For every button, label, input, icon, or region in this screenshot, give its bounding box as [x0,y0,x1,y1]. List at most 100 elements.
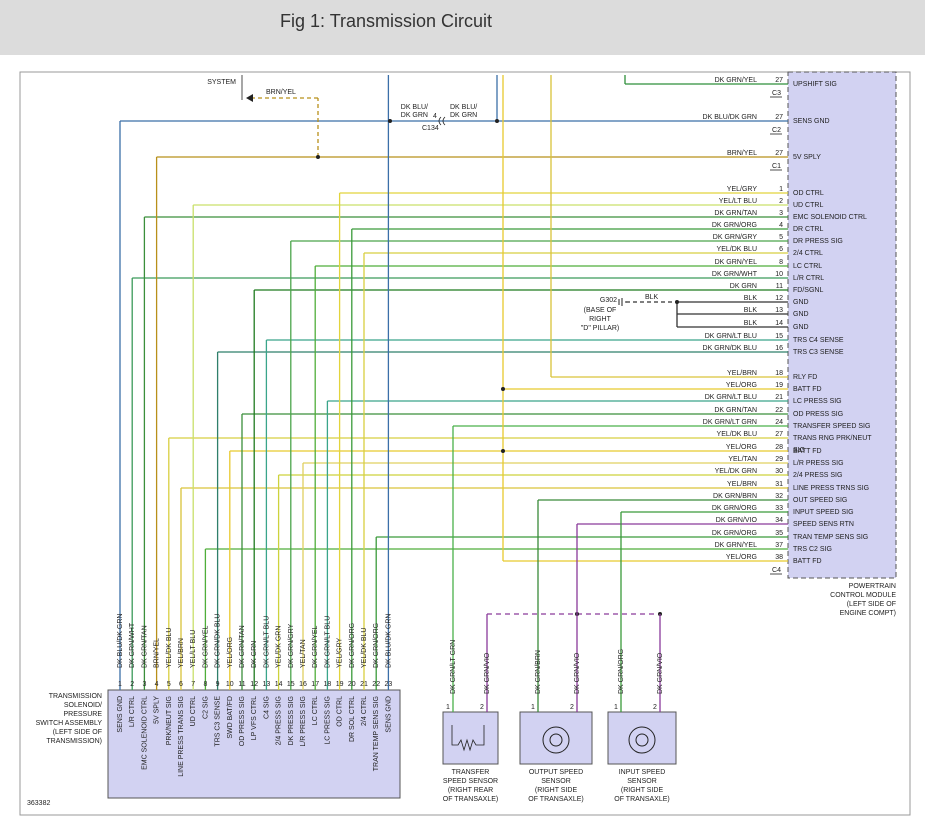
pcm-pin-number: 6 [779,246,783,253]
connector-pin-name: 2/4 PRESS SIG [276,696,283,745]
pcm-box [787,71,897,579]
pcm-label: ENGINE COMPT) [840,610,896,617]
sensor-wire-label: DK GRN/LT GRN [450,640,457,694]
pcm-wire-label: DK GRN [730,283,757,290]
connector-pin-name: L/R CTRL [129,696,136,727]
pcm-pin-number: 2 [779,198,783,205]
sensor-label: (RIGHT SIDE [535,787,578,794]
connector-pin-name: LC CTRL [312,696,319,725]
pcm-pin-number: 12 [775,295,783,302]
connector-pin-name: 2/4 CTRL [361,696,368,726]
pcm-pin-number: 22 [775,407,783,414]
pcm-pin-name: GND [793,324,809,331]
pcm-wire-label: YEL/DK BLU [717,431,757,438]
pcm-pin-name: BATT FD [793,386,822,393]
connector-wire-label: DK BLU/DK GRN [117,614,124,668]
title: Fig 1: Transmission Circuit [280,11,492,31]
sensor-wire-label: DK GRN/BRN [535,650,542,694]
connector-wire-label: DK GRN/ORG [373,623,380,668]
title-bar [0,0,925,55]
pcm-wire-label: DK GRN/YEL [715,259,758,266]
connector-wire-label: DK GRN/YEL [312,625,319,668]
connector-pin-number: 3 [142,681,146,688]
sensor-core [549,733,563,747]
connector-wire-label: YEL/LT BLU [190,630,197,668]
ground-symbol [618,298,627,306]
figure-id: 363382 [27,800,50,807]
sensor-label: INPUT SPEED [619,769,666,776]
connector-wire-label: DK GRN [251,641,258,668]
connector-pin-number: 21 [360,681,368,688]
sensor-coil [628,726,656,754]
pcm-pin-number: 35 [775,530,783,537]
pcm-wire-label: DK GRN/WHT [712,271,758,278]
pcm-pin-number: 18 [775,370,783,377]
pcm-pin-number: 27 [775,77,783,84]
pcm-label: POWERTRAIN [849,583,896,590]
sensor-label: OF TRANSAXLE) [528,796,584,803]
connector-pin-name: TRS C3 SENSE [215,696,222,747]
connector-pin-number: 2 [130,681,134,688]
connector-wire-label: DK BLU/DK GRN [385,614,392,668]
sensor-pin-number: 1 [614,704,618,711]
connector-wire-label: YEL/TAN [300,639,307,668]
connector-pin-name: LP VFS CTRL [251,696,258,740]
brn-yel-label: BRN/YEL [266,89,296,96]
pcm-wire-label: YEL/BRN [727,370,757,377]
connector-pin-number: 7 [191,681,195,688]
pcm-pin-number: 1 [779,186,783,193]
pcm-pin-number: 29 [775,456,783,463]
sensor-box [607,711,677,765]
connector-pin-number: 19 [336,681,344,688]
sensor-box [519,711,593,765]
splice-label: DK GRN [450,112,477,119]
connector-pin-number: 6 [179,681,183,688]
pcm-pin-number: 13 [775,307,783,314]
pcm-wire-label: BLK [744,320,758,327]
ground-location: (BASE OF [584,307,617,314]
sensor-wire-label: DK GRN/ORG [618,649,625,694]
pcm-pin-name: UPSHIFT SIG [793,81,837,88]
connector-pin-number: 18 [324,681,332,688]
sensor-label: SPEED SENSOR [443,778,498,785]
pcm-wire-label: BLK [744,295,758,302]
connector-pin-name: OD PRESS SIG [239,696,246,746]
connector-wire-label: YEL/DK GRN [276,626,283,668]
pcm-pin-name: BATT FD [793,448,822,455]
pcm-pin-name: L/R PRESS SIG [793,460,844,467]
frame [19,71,911,816]
pcm-pin-number: 28 [775,444,783,451]
sensor-pin-number: 2 [570,704,574,711]
connector-wire-label: DK GRN/DK BLU [215,614,222,668]
pcm-wire-label: DK GRN/VIO [716,517,758,524]
pcm-pin-name: DR CTRL [793,226,823,233]
connector-pin-number: 17 [311,681,319,688]
pcm-pin-name: SENS GND [793,118,830,125]
pcm-wire-label: YEL/TAN [728,456,757,463]
pcm-pin-number: 32 [775,493,783,500]
connector-pin-name: 5V SPLY [154,696,161,724]
pcm-pin-name: TRS C2 SIG [793,546,832,553]
splice-label: DK GRN [401,112,428,119]
pcm-pin-number: 19 [775,382,783,389]
connector-pin-name: DK PRESS SIG [288,696,295,745]
connector-symbol [438,116,446,126]
connector-pin-name: OD CTRL [337,696,344,727]
pcm-wire-label: YEL/BRN [727,481,757,488]
pcm-pin-name: OUT SPEED SIG [793,497,847,504]
pcm-pin-number: 10 [775,271,783,278]
pcm-label: (LEFT SIDE OF [847,601,896,608]
pcm-wire-label: BRN/YEL [727,150,757,157]
pcm-wire-label: DK GRN/GRY [713,234,758,241]
pcm-pin-number: 15 [775,333,783,340]
pcm-wire-label: DK GRN/DK BLU [703,345,757,352]
connector-pin-number: 15 [287,681,295,688]
pcm-wire-label: YEL/GRY [727,186,758,193]
pcm-connector-label: C4 [772,567,781,574]
connector-wire-label: YEL/DK BLU [361,628,368,668]
pcm-pin-name: 2/4 CTRL [793,250,823,257]
pcm-wire-label: DK GRN/YEL [715,542,758,549]
pcm-pin-number: 24 [775,419,783,426]
